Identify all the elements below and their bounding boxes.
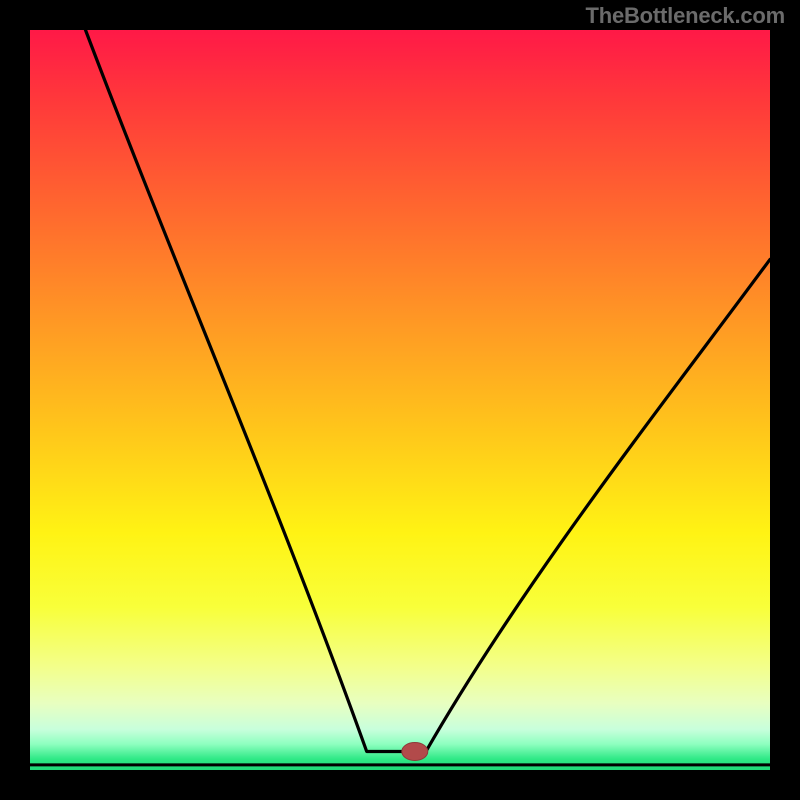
gradient-plot-area [30,30,770,770]
optimal-point-marker [402,743,428,761]
bottleneck-chart [0,0,800,800]
watermark-text: TheBottleneck.com [585,3,785,29]
